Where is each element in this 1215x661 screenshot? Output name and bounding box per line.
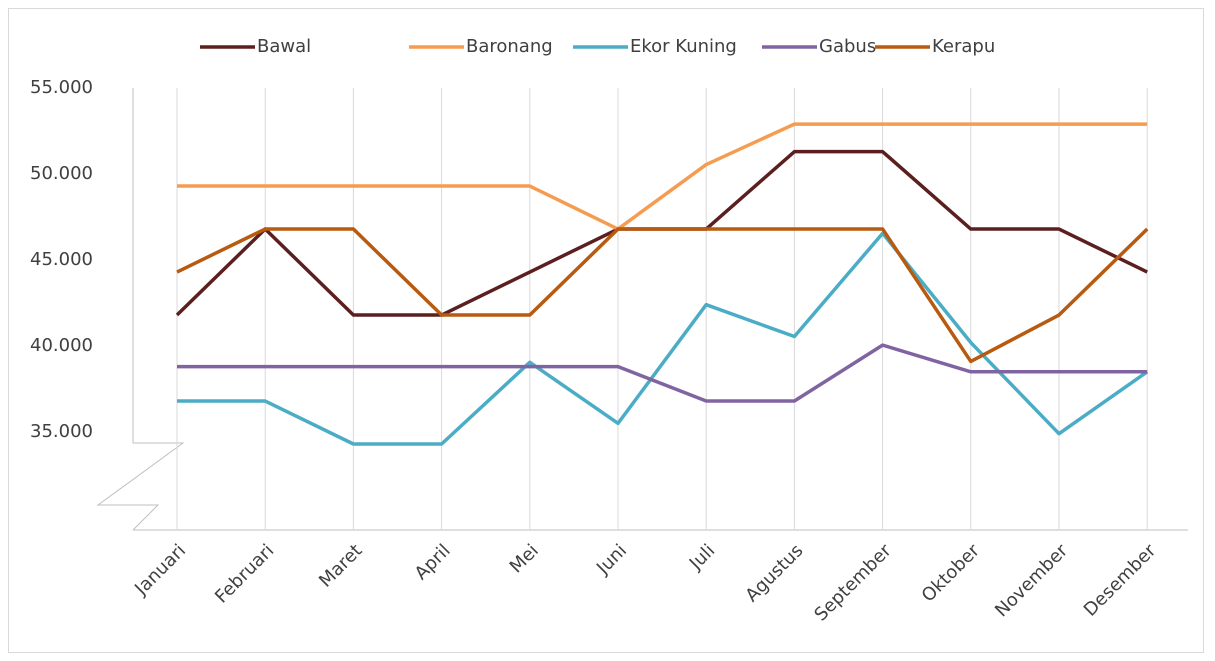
legend-label: Kerapu (932, 36, 995, 57)
y-tick-label: 45.000 (30, 249, 93, 270)
legend-label: Gabus (819, 36, 876, 57)
legend-label: Bawal (257, 36, 311, 57)
series-line (177, 343, 1148, 403)
y-tick-label: 55.000 (30, 77, 93, 98)
legend-label: Baronang (466, 36, 553, 57)
series-line (177, 231, 1149, 446)
y-tick-label: 35.000 (30, 421, 93, 442)
series-line (176, 227, 1149, 364)
axis-break (96, 442, 185, 531)
chart-border (8, 8, 1204, 653)
legend-label: Ekor Kuning (630, 36, 737, 57)
series-line (177, 122, 1148, 231)
y-tick-label: 40.000 (30, 335, 93, 356)
y-tick-label: 50.000 (30, 163, 93, 184)
